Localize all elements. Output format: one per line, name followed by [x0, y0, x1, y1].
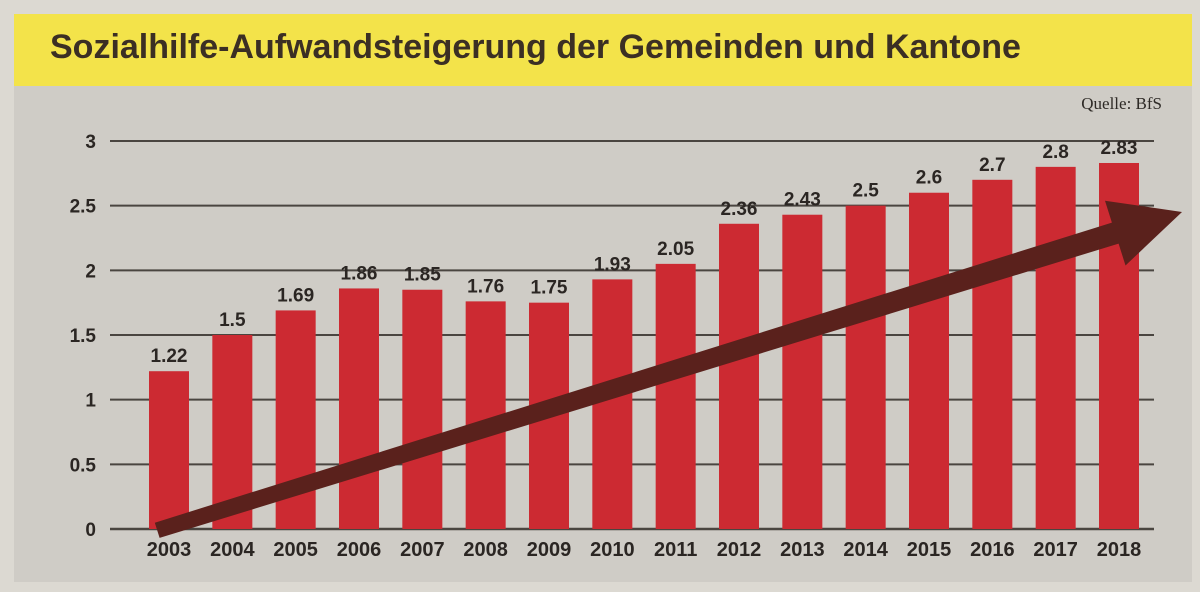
y-tick-label: 0: [85, 520, 96, 541]
value-label: 1.69: [277, 285, 314, 306]
x-tick-label: 2004: [210, 539, 255, 561]
chart-card: Sozialhilfe-Aufwandsteigerung der Gemein…: [14, 14, 1192, 582]
value-label: 1.22: [151, 346, 188, 367]
bar: [782, 214, 823, 529]
y-tick-label: 2.5: [70, 197, 97, 218]
x-tick-label: 2018: [1097, 539, 1142, 561]
bar: [592, 279, 633, 529]
value-label: 2.36: [721, 199, 758, 220]
x-tick-label: 2009: [527, 539, 572, 561]
bar-chart: 1.22 1.5 1.69 1.86 1.85 1.76 1.75 1.93 2.05 2.36 2…: [70, 132, 1182, 561]
value-label: 1.5: [219, 310, 246, 331]
x-tick-label: 2015: [907, 539, 952, 561]
value-label: 2.83: [1101, 138, 1138, 159]
axis-layer: 0 0.5 1 1.5 2 2.5 3 2003 2004 2005 2006 2007 2008 200…: [70, 132, 1142, 561]
x-tick-label: 2011: [654, 539, 697, 561]
value-label: 2.8: [1042, 142, 1068, 163]
bar: [1035, 166, 1076, 529]
x-tick-label: 2012: [717, 539, 762, 561]
bar: [719, 223, 759, 530]
y-tick-label: 3: [85, 132, 96, 153]
x-tick-label: 2010: [590, 539, 635, 561]
source-note: Quelle: BfS: [1081, 94, 1162, 113]
value-label: 2.43: [784, 190, 821, 211]
bar: [655, 263, 696, 529]
bar: [402, 289, 443, 529]
x-tick-label: 2008: [463, 539, 508, 561]
x-tick-label: 2016: [970, 539, 1015, 561]
y-tick-label: 0.5: [70, 455, 97, 476]
arrow-layer: [154, 200, 1182, 538]
bar: [972, 179, 1013, 530]
chart-title: Sozialhilfe-Aufwandsteigerung der Gemein…: [50, 28, 1021, 66]
bar: [149, 371, 189, 529]
x-tick-label: 2003: [147, 539, 192, 561]
x-tick-label: 2005: [273, 539, 318, 561]
trend-arrow: [154, 200, 1182, 538]
value-label: 1.86: [341, 263, 378, 284]
value-label: 1.93: [594, 254, 631, 275]
value-label: 2.5: [852, 181, 879, 202]
y-tick-label: 1: [85, 391, 96, 412]
title-band: Sozialhilfe-Aufwandsteigerung der Gemein…: [14, 14, 1192, 86]
value-label: 1.85: [404, 265, 441, 286]
x-tick-label: 2017: [1033, 539, 1078, 561]
value-label: 2.6: [916, 168, 942, 189]
x-tick-label: 2006: [337, 539, 382, 561]
y-tick-label: 2: [85, 261, 96, 282]
value-label: 1.76: [467, 276, 504, 297]
label-layer: 1.22 1.5 1.69 1.86 1.85 1.76 1.75 1.93 2.05 2.36 2…: [151, 138, 1138, 367]
y-tick-label: 1.5: [70, 326, 97, 347]
bar: [909, 192, 949, 529]
value-label: 2.7: [979, 155, 1005, 176]
x-tick-label: 2014: [843, 539, 888, 561]
bar: [339, 288, 379, 529]
bar-layer: [149, 162, 1139, 530]
value-label: 1.75: [531, 278, 568, 299]
x-tick-label: 2007: [400, 539, 445, 561]
bar: [845, 205, 886, 529]
x-tick-label: 2013: [780, 539, 825, 561]
value-label: 2.05: [657, 239, 694, 260]
